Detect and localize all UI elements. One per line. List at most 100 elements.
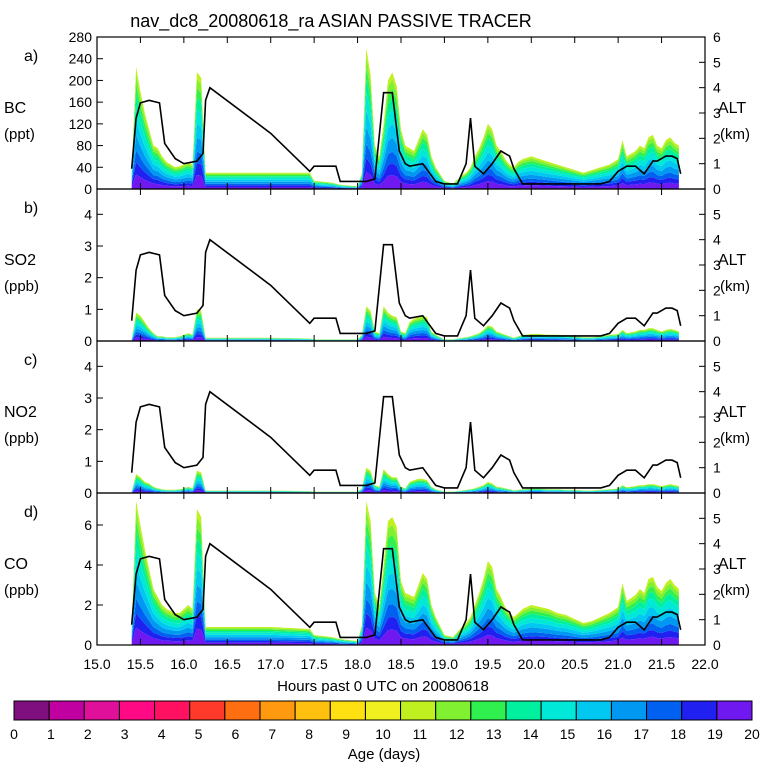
colorbar: 0 1 2 3 4 5 6 7 8 9 10 11 12 13 14 15 16 17 18 19 20 [10,700,760,742]
alt-tick-label: 2 [713,130,721,146]
panel-no2: 0 1 2 3 4 0 1 2 3 4 5 c) NO2 (ppb) ALT (km) [4,340,750,501]
y-tick-label: 0 [84,181,92,197]
colorbar-tick-label: 9 [342,726,350,742]
alt-tick-label: 2 [713,282,721,298]
y-tick-label: 280 [69,29,93,45]
y-tick-label: 2 [84,597,92,613]
y-tick-label: 200 [69,72,93,88]
colorbar-tick-label: 14 [523,726,539,742]
colorbar-tick-label: 4 [158,726,166,742]
colorbar-swatch [329,700,366,721]
colorbar-tick-label: 16 [597,726,613,742]
alt-label: ALT [718,404,746,421]
tracer-area-band [131,487,679,493]
panel-bc: 0 40 80 120 160 200 240 280 0 1 2 3 4 5 6 a) BC (ppt) ALT (… [4,29,750,197]
colorbar-tick-label: 2 [84,726,92,742]
colorbar-swatch [716,700,753,721]
tracer-area-band [131,157,679,189]
colorbar-swatch [48,700,85,721]
y-tick-label: 40 [76,159,92,175]
colorbar-tick-label: 13 [486,726,502,742]
y-tick-label: 160 [69,94,93,110]
x-tick-label: 18.5 [387,656,414,672]
x-tick-label: 19.0 [431,656,458,672]
x-tick-label: 18.0 [344,656,371,672]
x-tick-label: 21.0 [605,656,632,672]
y-tick-label: 80 [76,138,92,154]
y-tick-label: 240 [69,51,93,67]
colorbar-tick-label: 20 [744,726,760,742]
colorbar-tick-label: 0 [10,726,18,742]
species-label: CO [4,556,28,573]
species-unit: (ppt) [4,126,35,143]
alt-tick-label: 0 [713,181,721,197]
colorbar-swatch [154,700,191,721]
alt-tick-label: 6 [713,29,721,45]
alt-tick-label: 3 [713,105,721,121]
colorbar-swatch [259,700,296,721]
species-unit: (ppb) [4,430,39,447]
x-tick-label: 20.0 [518,656,545,672]
tracer-area-band [131,325,679,341]
species-label: BC [4,100,26,117]
tracer-area-band [131,329,679,341]
x-axis-label: Hours past 0 UTC on 20080618 [277,678,489,695]
y-tick-label: 4 [84,557,92,573]
colorbar-tick-label: 17 [634,726,650,742]
alt-tick-label: 4 [713,232,721,248]
y-tick-label: 1 [84,453,92,469]
y-tick-label: 0 [84,333,92,349]
x-tick-label: 22.0 [691,656,718,672]
colorbar-tick-label: 6 [232,726,240,742]
alt-tick-label: 4 [713,536,721,552]
colorbar-swatch [505,700,542,721]
alt-tick-label: 1 [713,460,721,476]
alt-tick-label: 4 [713,384,721,400]
colorbar-label: Age (days) [348,746,421,763]
colorbar-tick-label: 18 [670,726,686,742]
alt-tick-label: 2 [713,586,721,602]
colorbar-tick-label: 15 [560,726,576,742]
tracer-area-band [131,475,679,493]
panel-frame [96,340,706,494]
colorbar-tick-label: 1 [47,726,55,742]
alt-tick-label: 1 [713,308,721,324]
alt-tick-label: 5 [713,358,721,374]
altitude-line [130,86,682,185]
colorbar-swatch [646,700,683,721]
alt-tick-label: 5 [713,54,721,70]
colorbar-swatch [118,700,156,721]
alt-unit: (km) [720,582,750,599]
x-axis: 15.0 15.5 16.0 16.5 17.0 17.5 18.0 18.5 19.0 19.5… [83,656,718,672]
colorbar-tick-label: 8 [305,726,313,742]
panel-letter: a) [24,48,38,65]
altitude-line [130,390,682,489]
panel-letter: d) [24,504,38,521]
x-tick-label: 16.5 [214,656,241,672]
x-tick-label: 17.0 [257,656,284,672]
tracer-area-band [131,172,679,189]
x-tick-label: 15.0 [83,656,110,672]
y-tick-label: 3 [84,238,92,254]
y-tick-label: 4 [84,206,92,222]
colorbar-swatch [224,700,261,721]
colorbar-swatch [681,700,718,721]
alt-tick-label: 3 [713,409,721,425]
alt-tick-label: 0 [713,637,721,653]
alt-unit: (km) [720,278,750,295]
panel-letter: b) [24,200,38,217]
species-unit: (ppb) [4,582,39,599]
species-label: SO2 [4,252,36,269]
colorbar-tick-label: 7 [268,726,276,742]
alt-unit: (km) [720,430,750,447]
colorbar-swatch [13,700,50,721]
colorbar-swatch [400,700,437,721]
alt-label: ALT [718,100,746,117]
y-tick-label: 0 [84,637,92,653]
alt-tick-label: 5 [713,510,721,526]
panel-so2: 0 1 2 3 4 0 1 2 3 4 5 b) SO2 (ppb) ALT (km) [4,188,750,349]
x-tick-label: 21.5 [648,656,675,672]
altitude-line [130,542,682,641]
alt-label: ALT [718,252,746,269]
